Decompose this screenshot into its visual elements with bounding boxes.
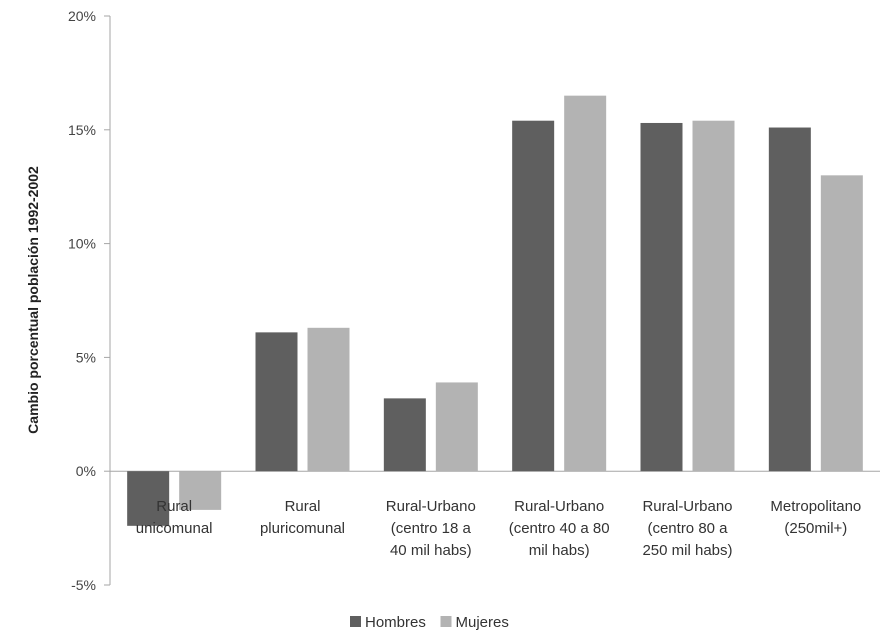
category-label: Rural-Urbano (centro 18 a 40 mil habs) bbox=[386, 498, 476, 559]
category-label-line: unicomunal bbox=[136, 520, 213, 537]
bar-mujeres bbox=[179, 471, 222, 510]
category-label-line: (centro 18 a bbox=[391, 520, 472, 537]
category-label-line: 40 mil habs) bbox=[390, 542, 472, 559]
bar-mujeres bbox=[564, 95, 607, 472]
legend-swatch-mujeres bbox=[440, 616, 452, 627]
bar-mujeres bbox=[692, 120, 735, 472]
y-tick-label: 15% bbox=[68, 122, 96, 138]
bar-hombres bbox=[640, 122, 683, 472]
category-label-line: (250mil+) bbox=[784, 520, 847, 537]
bar-mujeres bbox=[820, 175, 863, 472]
bar-mujeres bbox=[435, 382, 478, 472]
category-label-line: mil habs) bbox=[529, 542, 590, 559]
category-label-line: Metropolitano bbox=[770, 498, 861, 515]
y-axis-label: Cambio porcentual población 1992-2002 bbox=[25, 166, 41, 434]
bar-hombres bbox=[127, 471, 170, 526]
category-label-line: Rural-Urbano bbox=[514, 498, 604, 515]
category-label: Metropolitano (250mil+) bbox=[770, 498, 861, 537]
bars bbox=[127, 95, 863, 526]
y-tick-label: 5% bbox=[76, 349, 96, 365]
category-label-line: Rural bbox=[156, 498, 192, 515]
category-label: Rural-Urbano (centro 40 a 80 mil habs) bbox=[509, 498, 610, 559]
category-label-line: Rural-Urbano bbox=[642, 498, 732, 515]
axes: -5% 0% 5% 10% 15% 20% bbox=[68, 8, 880, 593]
category-label-line: Rural-Urbano bbox=[386, 498, 476, 515]
legend: Hombres Mujeres bbox=[350, 614, 509, 631]
y-tick-label: 0% bbox=[76, 463, 96, 479]
bar-mujeres bbox=[307, 327, 350, 472]
category-label: Rural-Urbano (centro 80 a 250 mil habs) bbox=[642, 498, 732, 559]
legend-label-hombres: Hombres bbox=[365, 614, 426, 631]
category-label-line: pluricomunal bbox=[260, 520, 345, 537]
y-tick-label: -5% bbox=[71, 577, 96, 593]
category-label-line: Rural bbox=[285, 498, 321, 515]
legend-label-mujeres: Mujeres bbox=[456, 614, 509, 631]
category-label-line: 250 mil habs) bbox=[642, 542, 732, 559]
y-tick-label: 10% bbox=[68, 236, 96, 252]
y-tick-label: 20% bbox=[68, 8, 96, 24]
category-label-line: (centro 40 a 80 bbox=[509, 520, 610, 537]
bar-hombres bbox=[512, 120, 555, 472]
legend-swatch-hombres bbox=[350, 616, 361, 627]
bar-hombres bbox=[255, 332, 298, 472]
labels: Rural unicomunal Rural pluricomunal Rural-Ur… bbox=[136, 498, 861, 559]
bar-hombres bbox=[383, 398, 426, 472]
category-label-line: (centro 80 a bbox=[647, 520, 728, 537]
category-label: Rural unicomunal bbox=[136, 498, 213, 537]
category-label: Rural pluricomunal bbox=[260, 498, 345, 537]
bar-hombres bbox=[768, 127, 811, 472]
